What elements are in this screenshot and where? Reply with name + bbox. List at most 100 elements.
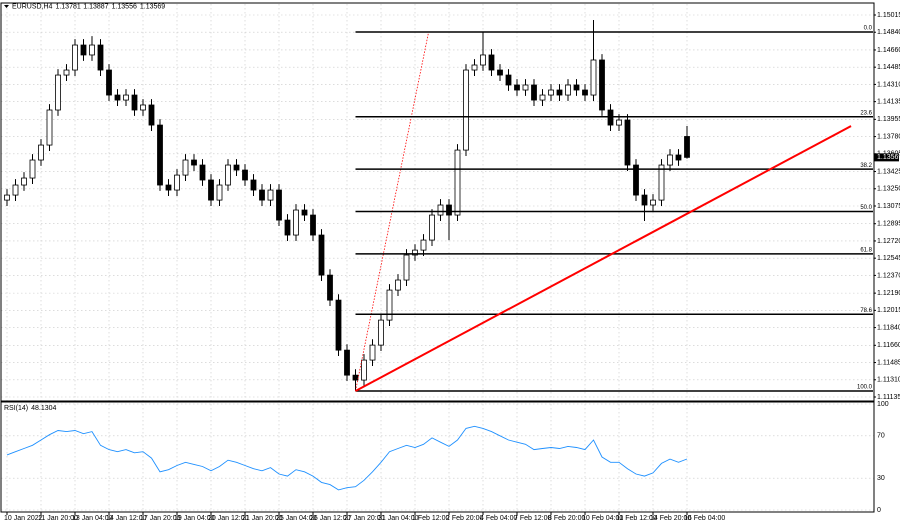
candle-body xyxy=(616,119,622,126)
x-tick-label: 31 Jan 04:00 xyxy=(378,515,419,522)
candle-body xyxy=(556,89,563,96)
candle-body xyxy=(267,189,274,201)
candle-body xyxy=(633,164,639,196)
candle-body xyxy=(199,164,206,181)
candle-body xyxy=(497,69,503,76)
x-tick-label: 14 Feb 20:00 xyxy=(650,515,691,522)
y-tick-label: 1.12545 xyxy=(877,255,900,262)
x-tick-label: 26 Jan 12:00 xyxy=(310,515,351,522)
candle-body xyxy=(607,109,614,126)
y-tick-label: 1.15015 xyxy=(877,12,900,19)
y-tick-label: 1.13780 xyxy=(877,133,900,140)
trendline xyxy=(355,125,852,392)
symbol: EURUSD,H4 xyxy=(12,3,53,10)
labels: 1.15015 1.14840 1.14660 1.14485 1.14310 1.141… xyxy=(4,3,900,522)
y-tick-label: 1.11485 xyxy=(877,359,900,366)
ohlc-value: 1.13569 xyxy=(140,3,165,10)
candle-body xyxy=(446,204,452,216)
y-tick-label: 1.13075 xyxy=(877,203,900,210)
x-tick-label: 10 Jan 2022 xyxy=(4,515,43,522)
candle-body xyxy=(97,44,104,71)
candle-body xyxy=(216,184,223,201)
candle-body xyxy=(514,84,520,91)
ohlc-value: 1.13556 xyxy=(112,3,137,10)
fib-level-label: 0.0 xyxy=(864,26,873,32)
x-tick-label: 25 Jan 04:00 xyxy=(276,515,317,522)
candle-body xyxy=(148,104,155,126)
collapse-icon[interactable] xyxy=(4,5,9,8)
candle-body xyxy=(488,54,495,71)
candle-body xyxy=(301,209,308,216)
candle-body xyxy=(191,159,197,166)
candle-body xyxy=(80,44,87,56)
candle-body xyxy=(38,144,44,161)
candle-body xyxy=(106,69,112,96)
candle-body xyxy=(157,124,163,186)
marks xyxy=(4,20,873,491)
candle-body xyxy=(454,149,461,216)
candle-body xyxy=(624,119,631,166)
candle-body xyxy=(335,299,342,351)
rsi-line xyxy=(6,425,688,491)
indicator-value: 48.1304 xyxy=(31,405,56,412)
y-tick-label: 0 xyxy=(877,507,881,514)
y-tick-label: 1.14485 xyxy=(877,64,900,71)
ohlc-value: 1.13781 xyxy=(55,3,80,10)
chart-header: EURUSD,H4 1.13781 1.13887 1.13556 1.13569 xyxy=(12,3,165,10)
candle-body xyxy=(522,84,529,91)
fib-level-label: 100.0 xyxy=(857,385,873,391)
candle-body xyxy=(361,359,367,381)
fib-level-label: 78.6 xyxy=(860,308,872,314)
candle-body xyxy=(72,44,78,71)
candle-body xyxy=(114,94,121,101)
candle-body xyxy=(437,204,444,216)
x-tick-label: 1 Feb 12:00 xyxy=(412,515,449,522)
y-tick-label: 1.14310 xyxy=(877,81,900,88)
grid xyxy=(1,4,874,512)
candle-body xyxy=(429,214,435,241)
rsi-panel-frame xyxy=(0,401,875,513)
candle-body xyxy=(573,84,580,91)
candle-body xyxy=(208,179,214,201)
candle-body xyxy=(21,177,27,186)
x-tick-label: 21 Jan 20:00 xyxy=(242,515,283,522)
candle-body xyxy=(471,64,478,71)
price-panel-frame xyxy=(0,2,875,402)
candle-body xyxy=(667,154,673,166)
candle-body xyxy=(548,89,554,96)
candle-body xyxy=(641,194,648,206)
x-tick-label: 17 Jan 20:00 xyxy=(140,515,181,522)
candle-body xyxy=(318,234,325,276)
fib-level-label: 61.8 xyxy=(860,247,872,253)
fib-level-label: 38.2 xyxy=(860,163,872,169)
x-tick-label: 7 Feb 12:00 xyxy=(514,515,551,522)
x-tick-label: 2 Feb 20:00 xyxy=(446,515,483,522)
x-tick-label: 14 Jan 12:00 xyxy=(106,515,147,522)
y-tick-label: 30 xyxy=(877,475,885,482)
x-tick-label: 10 Feb 04:00 xyxy=(582,515,623,522)
rsi-header: RSI(14) 48.1304 xyxy=(4,405,57,412)
y-tick-label: 1.11310 xyxy=(877,377,900,384)
candle-body xyxy=(327,274,333,301)
current-price-label: 1.13569 xyxy=(877,154,900,161)
current-price-box xyxy=(874,153,899,162)
candle-body xyxy=(480,54,486,66)
candle-body xyxy=(531,84,537,101)
candle-body xyxy=(505,74,512,86)
candle-body xyxy=(369,344,376,361)
candle-body xyxy=(412,249,418,256)
candle-body xyxy=(182,159,189,176)
x-tick-label: 27 Jan 20:00 xyxy=(344,515,385,522)
candle-body xyxy=(165,184,172,191)
candle-body xyxy=(539,94,546,101)
candle-body xyxy=(174,174,180,191)
x-tick-label: 19 Jan 04:00 xyxy=(174,515,215,522)
candle-body xyxy=(463,69,469,151)
candle-body xyxy=(55,74,61,111)
candle-body xyxy=(395,279,401,291)
fib-level-label: 23.6 xyxy=(860,110,872,116)
y-tick-label: 1.14840 xyxy=(877,29,900,36)
candle-body xyxy=(378,319,384,346)
